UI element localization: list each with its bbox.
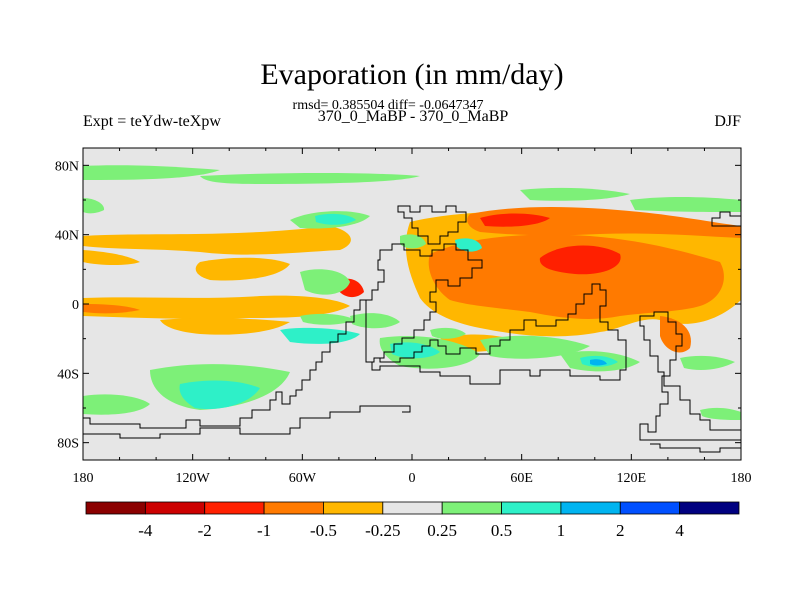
y-axis: 80N 40N 0 40S 80S: [55, 159, 741, 452]
field-region: [83, 295, 350, 319]
continent-outline: [83, 299, 366, 429]
y-tick-label: 40S: [57, 367, 79, 382]
field-region: [480, 213, 550, 227]
x-tick-label: 180: [731, 471, 752, 486]
experiment-label: Expt = teYdw-teXpw: [83, 113, 221, 130]
colorbar-swatch: [501, 501, 562, 515]
field-region: [83, 304, 140, 314]
field-region: [83, 226, 351, 255]
field-region: [300, 313, 355, 325]
continent-outline: [83, 405, 411, 439]
colorbar-label: -4: [138, 521, 153, 540]
field-region: [400, 234, 426, 249]
colorbar-swatch: [204, 501, 265, 515]
field-region: [660, 316, 691, 353]
x-tick-label: 60W: [289, 471, 317, 486]
field-region: [195, 257, 290, 281]
field-region: [83, 198, 105, 214]
field-region: [83, 250, 140, 265]
field-region: [680, 355, 735, 370]
evaporation-field: [83, 165, 741, 420]
colorbar-swatch: [323, 501, 384, 515]
field-region: [160, 317, 290, 335]
colorbar-swatch: [144, 501, 206, 515]
plot-area: [83, 148, 741, 460]
continent-outlines: [83, 205, 741, 453]
field-region: [455, 238, 482, 252]
y-tick-label: 80S: [57, 437, 79, 452]
field-region: [315, 213, 356, 225]
colorbar-swatch: [619, 501, 681, 515]
x-axis: 180 120W 60W 0 60E 120E 180: [73, 148, 752, 486]
colorbar-label: -0.5: [310, 521, 337, 540]
colorbar-label: 4: [675, 521, 684, 540]
colorbar-label: 2: [616, 521, 625, 540]
field-region: [467, 207, 741, 238]
y-tick-label: 40N: [55, 229, 79, 244]
x-tick-label: 180: [73, 471, 94, 486]
field-region: [428, 234, 724, 319]
colorbar-label: -0.25: [365, 521, 400, 540]
stats-line: rmsd= 0.385504 diff= -0.0647347: [293, 98, 484, 113]
colorbar-swatch: [679, 501, 740, 515]
colorbar-swatch: [560, 501, 621, 515]
field-region: [520, 187, 630, 201]
field-region: [480, 335, 590, 359]
field-region: [590, 359, 607, 366]
field-region: [280, 327, 360, 344]
y-tick-label: 80N: [55, 159, 79, 174]
continent-outline: [365, 243, 483, 363]
continent-outline: [711, 211, 741, 227]
field-region: [539, 245, 621, 275]
field-region: [83, 394, 150, 415]
colorbar-swatch: [85, 501, 146, 515]
x-tick-label: 120E: [617, 471, 647, 486]
field-region: [630, 197, 741, 212]
colorbar-label: 1: [557, 521, 566, 540]
colorbar-label: -1: [257, 521, 271, 540]
x-tick-label: 120W: [176, 471, 211, 486]
field-region: [300, 269, 350, 295]
colorbar-label: -2: [198, 521, 212, 540]
field-region: [350, 313, 400, 329]
chart-subtitle: 370_0_MaBP - 370_0_MaBP: [318, 108, 509, 125]
field-region: [179, 380, 260, 410]
continent-outline: [397, 205, 467, 245]
continent-outline: [639, 311, 741, 441]
field-region: [83, 165, 220, 180]
season-label: DJF: [714, 113, 741, 130]
colorbar-swatch: [263, 501, 324, 515]
colorbar: -4 -2 -1 -0.5 -0.25 0.25 0.5 1 2 4: [85, 501, 740, 540]
continent-outline: [650, 443, 741, 453]
field-region: [200, 173, 420, 184]
chart-title: Evaporation (in mm/day): [260, 58, 563, 91]
y-tick-label: 0: [72, 298, 79, 313]
colorbar-label: 0.5: [491, 521, 512, 540]
continent-outline: [366, 283, 627, 385]
colorbar-label: 0.25: [427, 521, 457, 540]
x-tick-label: 0: [409, 471, 416, 486]
field-region: [700, 407, 741, 420]
colorbar-swatch: [441, 501, 502, 515]
field-region: [430, 327, 466, 339]
x-tick-label: 60E: [510, 471, 533, 486]
colorbar-swatch: [382, 501, 443, 515]
